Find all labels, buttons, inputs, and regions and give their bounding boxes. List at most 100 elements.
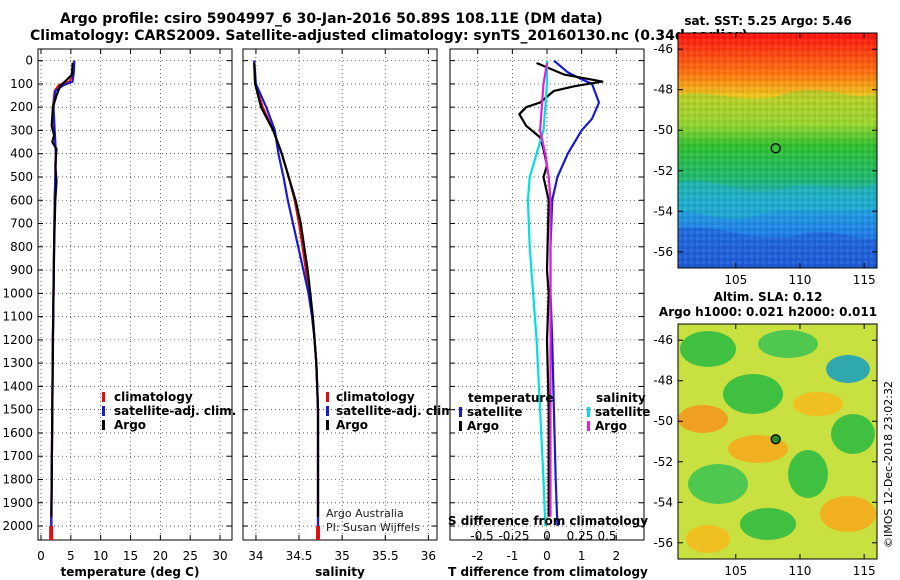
legend-s-argo-swatch — [587, 421, 590, 431]
pi-annotation: PI: Susan Wijffels — [326, 521, 420, 534]
lon-tick-label: 115 — [853, 273, 876, 287]
s-tick-label: 0.5 — [597, 529, 616, 543]
sst-map-title: sat. SST: 5.25 Argo: 5.46 — [684, 14, 851, 28]
x-tick-label: 30 — [212, 549, 227, 563]
series-line-argo — [253, 62, 320, 517]
lat-tick-label: -48 — [653, 374, 673, 388]
depth-tick-label: 1900 — [2, 496, 33, 510]
sla-map-title: Altim. SLA: 0.12 — [714, 290, 823, 304]
x-tick-label: 10 — [93, 549, 108, 563]
x-tick-label: -1 — [506, 549, 518, 563]
argo-australia-annotation: Argo Australia — [326, 507, 404, 520]
sla-map-image — [678, 324, 877, 559]
bottom-marker — [49, 526, 54, 540]
depth-tick-label: 500 — [10, 170, 33, 184]
depth-tick-label: 1500 — [2, 403, 33, 417]
legend-salinity-title: salinity — [596, 391, 646, 405]
x-tick-label: 0 — [37, 549, 45, 563]
lat-tick-label: -52 — [653, 455, 673, 469]
legend-t-argo-label: Argo — [467, 419, 499, 433]
temperature-panel: 0 5 10 15 20 25 30 temperature (deg C) climato… — [37, 48, 236, 579]
chart-title-line2: Climatology: CARS2009. Satellite-adjuste… — [30, 28, 748, 44]
depth-tick-label: 100 — [10, 77, 33, 91]
sla-map: Altim. SLA: 0.12 Argo h1000: 0.021 h2000… — [653, 290, 878, 578]
legend-argo-label: Argo — [114, 418, 146, 432]
temperature-axes — [37, 48, 233, 541]
depth-tick-label: 300 — [10, 123, 33, 137]
depth-tick-label: 1300 — [2, 356, 33, 370]
lat-tick-label: -56 — [653, 536, 673, 550]
legend-argo-swatch — [102, 420, 105, 430]
depth-tick-label: 2000 — [2, 519, 33, 533]
series-line-s-satellite — [526, 60, 549, 527]
legend-satellite-label: satellite-adj. clim. — [114, 404, 236, 418]
depth-tick-label: 1400 — [2, 379, 33, 393]
salinity-xlabel: salinity — [315, 565, 365, 579]
legend-satellite-swatch — [102, 406, 105, 416]
legend-s-satellite-label: satellite — [595, 405, 650, 419]
series-line-s-argo — [538, 62, 552, 517]
lon-tick-label: 105 — [724, 564, 747, 578]
depth-tick-label: 700 — [10, 217, 33, 231]
s-tick-label: -0.5 — [470, 529, 493, 543]
sst-map-frame — [677, 32, 878, 269]
series-line-argo — [50, 62, 74, 517]
lat-tick-label: -46 — [653, 333, 673, 347]
legend-t-argo-swatch — [459, 421, 462, 431]
legend-s-argo-label: Argo — [595, 419, 627, 433]
s-tick-label: 0 — [543, 529, 551, 543]
depth-tick-label: 1600 — [2, 426, 33, 440]
lat-tick-label: -54 — [653, 495, 673, 509]
s-difference-xlabel: S difference from climatology — [448, 514, 648, 528]
lat-tick-label: -52 — [653, 164, 673, 178]
x-tick-label: 1 — [578, 549, 586, 563]
lon-tick-label: 110 — [789, 564, 812, 578]
x-tick-label: 15 — [123, 549, 138, 563]
x-tick-label: 0 — [543, 549, 551, 563]
lat-tick-label: -48 — [653, 83, 673, 97]
lat-tick-label: -46 — [653, 42, 673, 56]
x-tick-label: 5 — [67, 549, 75, 563]
legend-argo-label: Argo — [336, 418, 368, 432]
x-tick-label: 25 — [183, 549, 198, 563]
difference-legend: temperature salinity satellite Argo sate… — [459, 391, 650, 433]
depth-tick-label: 1200 — [2, 333, 33, 347]
legend-argo-swatch — [326, 420, 329, 430]
legend-climatology-swatch — [102, 392, 105, 402]
temperature-xlabel: temperature (deg C) — [61, 565, 200, 579]
lat-tick-label: -50 — [653, 414, 673, 428]
imos-credit: ©IMOS 12-Dec-2018 23:02:32 — [882, 381, 895, 548]
series-line-t-argo — [518, 61, 604, 517]
x-tick-label: 36 — [421, 549, 436, 563]
lon-tick-label: 105 — [724, 273, 747, 287]
difference-panel: -2 -1 0 1 2 T difference from climatology S … — [448, 48, 650, 579]
sla-map-subtitle: Argo h1000: 0.021 h2000: 0.011 — [659, 305, 877, 319]
salinity-panel: 34 34.5 35 35.5 36 salinity climatology sate… — [242, 48, 458, 579]
bottom-marker — [316, 526, 321, 540]
depth-tick-label: 1100 — [2, 310, 33, 324]
legend-satellite-label: satellite-adj. clim. — [336, 404, 458, 418]
depth-tick-label: 1700 — [2, 449, 33, 463]
s-tick-label: -0.25 — [498, 529, 529, 543]
depth-tick-label: 600 — [10, 193, 33, 207]
x-tick-label: 34.5 — [286, 549, 313, 563]
x-tick-label: 35.5 — [372, 549, 399, 563]
depth-tick-label: 900 — [10, 263, 33, 277]
depth-tick-label: 800 — [10, 240, 33, 254]
s-tick-label: 0.25 — [567, 529, 594, 543]
depth-tick-label: 200 — [10, 100, 33, 114]
salinity-legend: climatology satellite-adj. clim. Argo — [326, 390, 458, 432]
argo-location-marker — [770, 143, 781, 154]
lon-tick-label: 115 — [853, 564, 876, 578]
legend-climatology-swatch — [326, 392, 329, 402]
sst-map: sat. SST: 5.25 Argo: 5.46 — [653, 14, 878, 287]
chart-title-line1: Argo profile: csiro 5904997_6 30-Jan-201… — [60, 11, 603, 27]
t-difference-xlabel: T difference from climatology — [448, 565, 648, 579]
depth-tick-label: 400 — [10, 147, 33, 161]
legend-temperature-title: temperature — [468, 391, 553, 405]
sla-map-frame — [677, 323, 878, 560]
x-tick-label: 20 — [153, 549, 168, 563]
sst-map-image — [678, 33, 877, 268]
x-tick-label: 35 — [335, 549, 350, 563]
